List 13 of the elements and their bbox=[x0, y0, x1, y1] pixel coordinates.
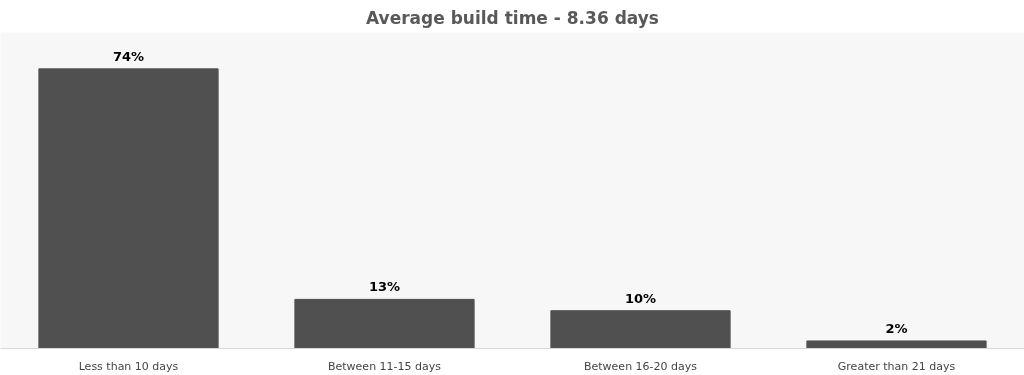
bar bbox=[806, 340, 987, 349]
data-label: 10% bbox=[624, 290, 657, 306]
data-label: 74% bbox=[112, 48, 145, 64]
bar bbox=[550, 310, 731, 349]
data-label: 2% bbox=[885, 320, 908, 336]
x-tick-label: Between 11-15 days bbox=[327, 359, 442, 373]
x-tick-label: Greater than 21 days bbox=[837, 359, 956, 373]
x-tick-label: Between 16-20 days bbox=[583, 359, 698, 373]
bar bbox=[294, 298, 475, 349]
data-label: 13% bbox=[368, 279, 401, 295]
bar bbox=[38, 68, 219, 349]
x-tick-label: Less than 10 days bbox=[78, 359, 179, 373]
chart-title: Average build time - 8.36 days bbox=[366, 7, 659, 28]
